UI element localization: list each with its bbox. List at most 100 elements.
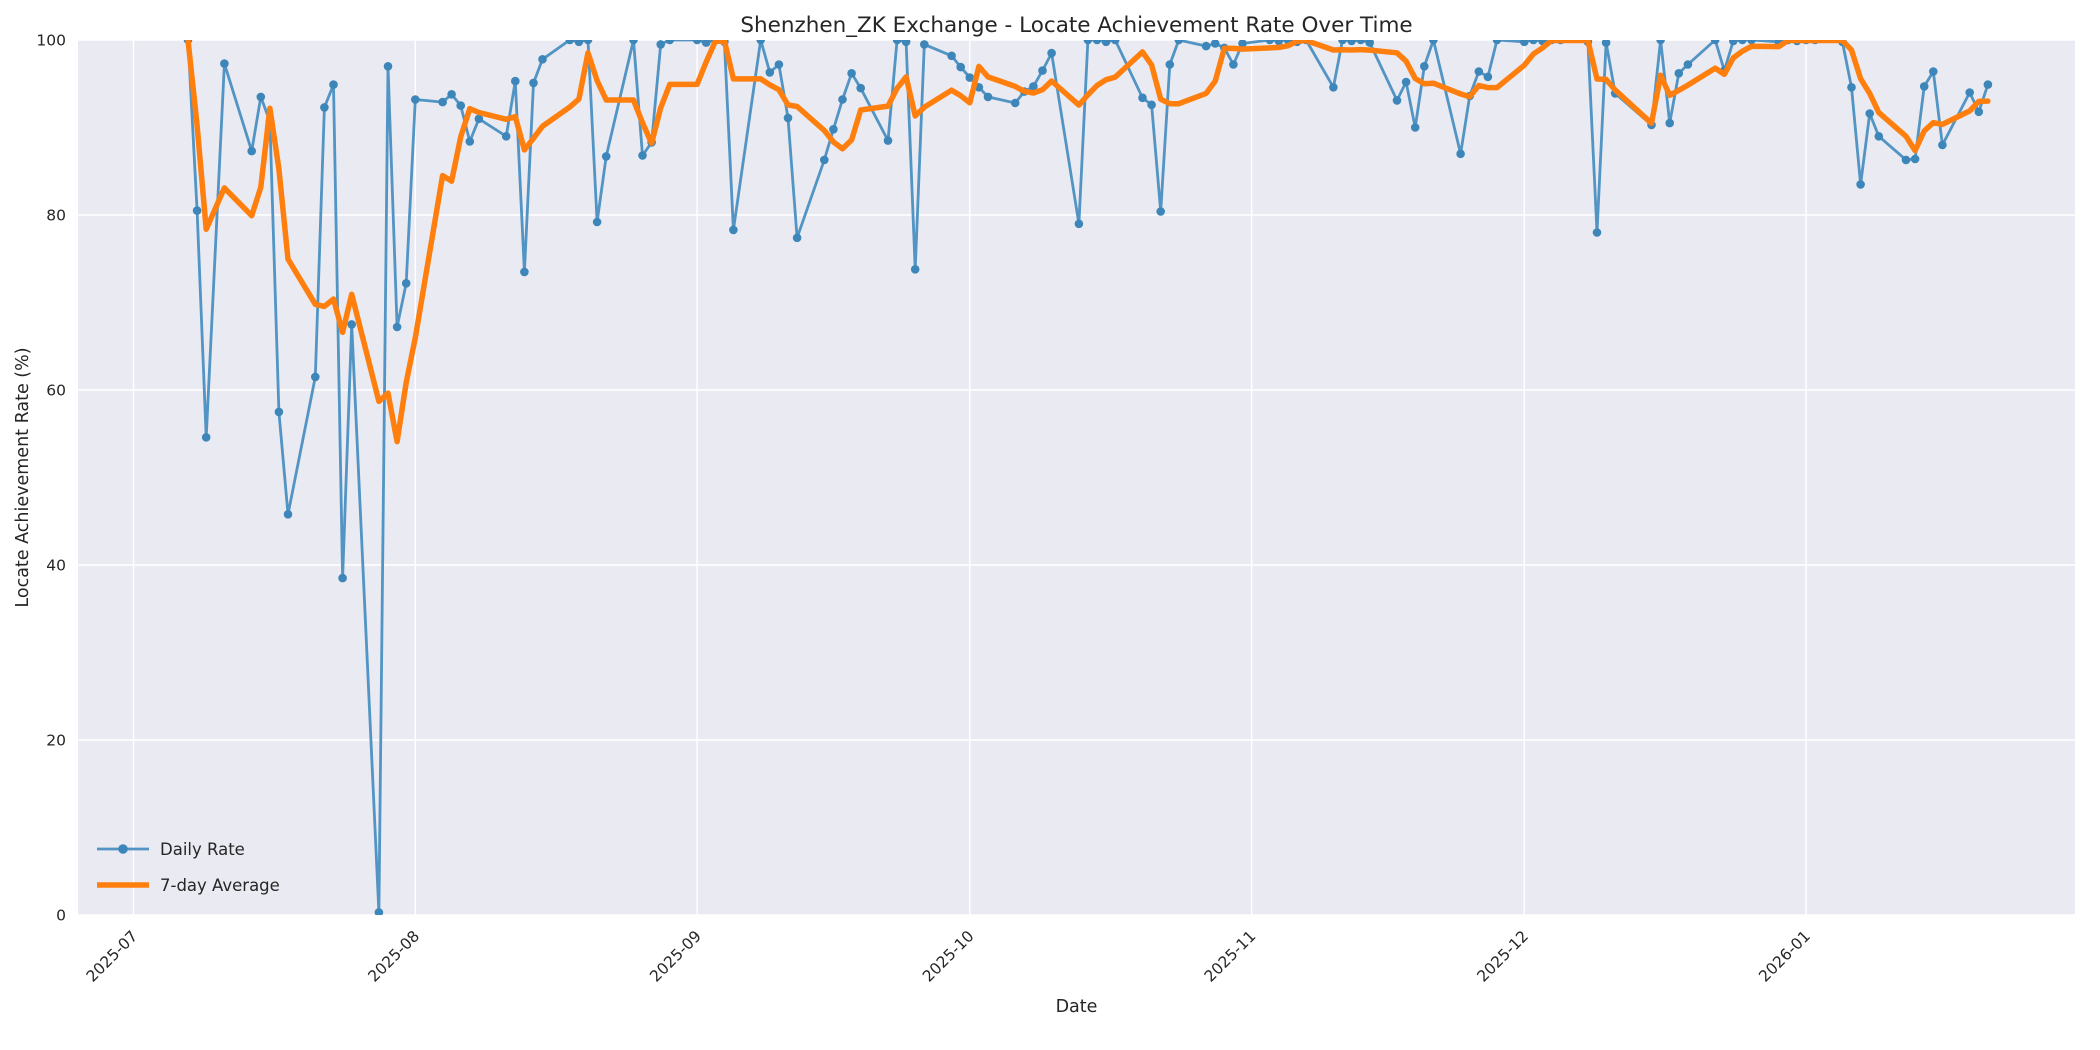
daily-rate-marker <box>638 151 647 160</box>
daily-rate-marker <box>856 83 865 93</box>
daily-rate-marker <box>1410 123 1420 132</box>
daily-rate-marker <box>438 97 447 107</box>
daily-rate-marker <box>1865 109 1874 118</box>
daily-rate-marker <box>1938 140 1947 150</box>
daily-rate-marker <box>274 407 284 417</box>
daily-rate-marker <box>1338 40 1347 45</box>
daily-rate-marker <box>1010 98 1020 108</box>
daily-rate-marker <box>501 132 511 141</box>
daily-rate-marker <box>820 155 829 165</box>
daily-rate-marker <box>1601 40 1611 47</box>
daily-rate-marker <box>765 68 775 77</box>
x-tick-label: 2025-09 <box>646 927 705 986</box>
daily-rate-marker <box>601 152 611 161</box>
daily-rate-marker <box>201 433 211 442</box>
y-tick-label: 60 <box>46 382 66 400</box>
daily-rate-marker <box>574 40 584 47</box>
daily-rate-marker <box>374 908 384 915</box>
daily-rate-marker <box>1729 40 1738 46</box>
daily-rate-marker <box>1274 40 1284 46</box>
daily-rate-marker <box>920 40 929 49</box>
chart-title: Shenzhen_ZK Exchange - Locate Achievemen… <box>740 13 1412 38</box>
daily-rate-marker <box>1356 40 1365 45</box>
daily-rate-marker <box>411 95 420 104</box>
daily-rate-marker <box>392 322 402 332</box>
y-tick-label: 20 <box>46 732 66 750</box>
daily-rate-marker <box>1210 40 1220 48</box>
daily-rate-marker <box>1456 149 1465 159</box>
daily-rate-marker <box>1683 60 1693 69</box>
daily-rate-marker <box>965 73 975 82</box>
daily-rate-marker <box>1919 82 1929 91</box>
daily-rate-marker <box>956 62 965 72</box>
daily-rate-marker <box>1910 154 1920 164</box>
y-axis-label: Locate Achievement Rate (%) <box>13 347 33 607</box>
daily-rate-marker <box>529 78 538 88</box>
daily-rate-marker <box>1365 40 1374 47</box>
daily-rate-marker <box>1847 83 1856 92</box>
daily-rate-marker <box>465 137 475 146</box>
legend-item-daily-rate: Daily Rate <box>97 840 245 859</box>
x-tick-labels: 2025-07 2025-08 2025-09 2025-10 2025-11 2025-… <box>83 927 1814 986</box>
daily-rate-marker <box>401 279 411 288</box>
daily-rate-marker <box>729 225 738 235</box>
daily-rate-marker <box>1174 40 1184 45</box>
seven-day-average-line <box>185 40 1991 445</box>
daily-rate-marker <box>1901 155 1911 165</box>
plot-area <box>78 40 2075 915</box>
daily-rate-marker <box>1983 80 1993 89</box>
daily-rate-marker <box>1110 40 1120 45</box>
legend-label-daily-rate: Daily Rate <box>160 840 245 859</box>
daily-rate-marker <box>1047 48 1056 58</box>
daily-rate-marker <box>338 573 347 583</box>
daily-rate-marker <box>629 40 638 45</box>
daily-rate-marker <box>247 146 256 156</box>
y-tick-label: 0 <box>56 907 66 925</box>
x-tick-label: 2025-11 <box>1201 927 1260 986</box>
daily-rate-marker <box>1747 40 1756 45</box>
daily-rate-marker <box>511 76 520 86</box>
daily-rate-marker <box>1738 40 1747 45</box>
daily-rate-marker <box>1156 207 1165 216</box>
daily-rate-marker <box>311 372 320 382</box>
daily-rate-marker <box>1492 40 1502 45</box>
daily-rate-marker <box>1038 66 1047 75</box>
daily-rate-marker <box>538 55 547 64</box>
daily-rate-marker <box>847 69 856 78</box>
legend-label-seven-day-average: 7-day Average <box>160 876 280 895</box>
y-tick-labels: 0 20 40 60 80 100 <box>36 32 66 925</box>
daily-rate-marker <box>774 60 784 69</box>
daily-rate-marker <box>783 113 793 123</box>
daily-rate-marker <box>692 40 702 45</box>
daily-rate-marker <box>947 51 956 61</box>
daily-rate-marker <box>1238 40 1247 48</box>
daily-rate-marker <box>220 59 229 68</box>
daily-rate-marker <box>1147 100 1156 110</box>
daily-rate-marker <box>1392 96 1402 105</box>
daily-rate-marker <box>565 40 575 45</box>
daily-rate-marker <box>1083 40 1093 45</box>
daily-rate-marker <box>1329 83 1338 92</box>
legend: Daily Rate 7-day Average <box>97 840 280 895</box>
y-tick-label: 100 <box>36 32 66 50</box>
y-tick-label: 80 <box>46 207 66 225</box>
daily-rate-marker <box>592 217 602 227</box>
x-axis-label: Date <box>1056 997 1098 1017</box>
daily-rate-marker <box>1092 40 1102 45</box>
daily-rate-marker <box>1074 219 1084 229</box>
daily-rate-marker <box>1656 40 1665 45</box>
daily-rate-marker <box>1965 88 1974 97</box>
daily-rate-marker <box>1429 40 1438 45</box>
daily-rate-marker <box>1592 228 1602 237</box>
daily-rate-marker <box>838 95 847 104</box>
daily-rate-marker <box>1974 107 1984 117</box>
daily-rate-marker <box>1529 40 1538 45</box>
daily-rate-marker <box>1201 41 1211 51</box>
x-tick-label: 2025-10 <box>919 927 978 986</box>
daily-rate-marker <box>1347 40 1356 46</box>
daily-rate-marker <box>892 40 902 45</box>
daily-rate-marker <box>756 40 765 45</box>
daily-rate-marker <box>665 40 675 45</box>
